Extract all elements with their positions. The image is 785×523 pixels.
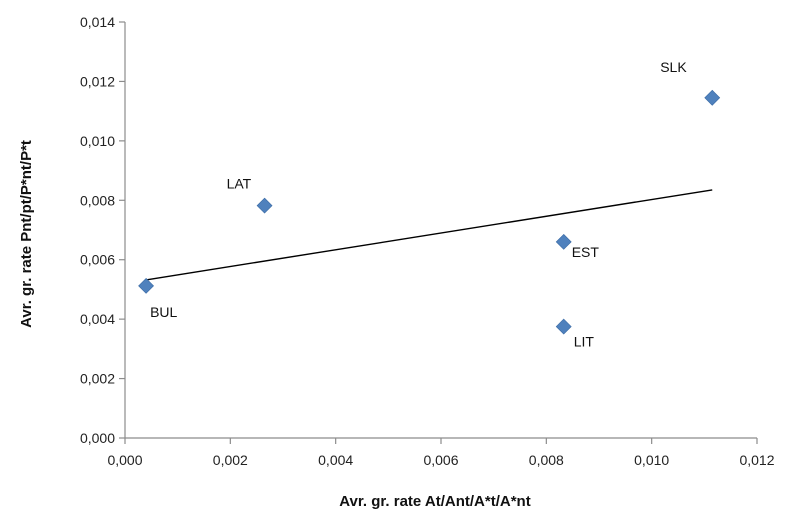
- x-tick-label: 0,012: [739, 452, 774, 468]
- point-label-lit: LIT: [574, 334, 595, 350]
- x-tick-label: 0,002: [213, 452, 248, 468]
- x-axis-title: Avr. gr. rate At/Ant/A*t/A*nt: [339, 493, 530, 510]
- y-tick-label: 0,012: [80, 73, 115, 89]
- trendline: [145, 189, 713, 281]
- y-tick-label: 0,010: [80, 133, 115, 149]
- x-tick-label: 0,000: [107, 452, 142, 468]
- point-labels: BUL LAT EST LIT SLK: [150, 59, 687, 350]
- x-axis-ticks: 0,000 0,002 0,004 0,006 0,008 0,010 0,012: [107, 438, 775, 468]
- axes: [124, 22, 757, 439]
- data-point-slk: [704, 89, 721, 106]
- y-tick-label: 0,002: [80, 371, 115, 387]
- y-tick-label: 0,008: [80, 192, 115, 208]
- data-point-bul: [138, 277, 154, 294]
- trendline-layer: [145, 189, 713, 281]
- x-tick-label: 0,006: [423, 452, 458, 468]
- data-point-lat: [256, 197, 273, 214]
- y-tick-label: 0,004: [80, 311, 115, 327]
- point-label-bul: BUL: [150, 304, 177, 320]
- data-points: [138, 89, 721, 335]
- x-tick-label: 0,010: [634, 452, 669, 468]
- point-label-slk: SLK: [660, 59, 687, 75]
- x-tick-label: 0,004: [318, 452, 353, 468]
- y-tick-label: 0,014: [80, 14, 115, 30]
- point-label-est: EST: [572, 244, 600, 260]
- data-point-est: [555, 233, 572, 250]
- x-tick-label: 0,008: [529, 452, 564, 468]
- y-tick-label: 0,006: [80, 252, 115, 268]
- y-axis-ticks: 0,000 0,002 0,004 0,006 0,008 0,010 0,012 0,014: [80, 14, 125, 446]
- data-point-lit: [555, 318, 572, 335]
- y-axis-title: Avr. gr. rate Pnt/pt/P*nt/P*t: [18, 140, 35, 328]
- y-tick-label: 0,000: [80, 430, 115, 446]
- point-label-lat: LAT: [227, 176, 252, 192]
